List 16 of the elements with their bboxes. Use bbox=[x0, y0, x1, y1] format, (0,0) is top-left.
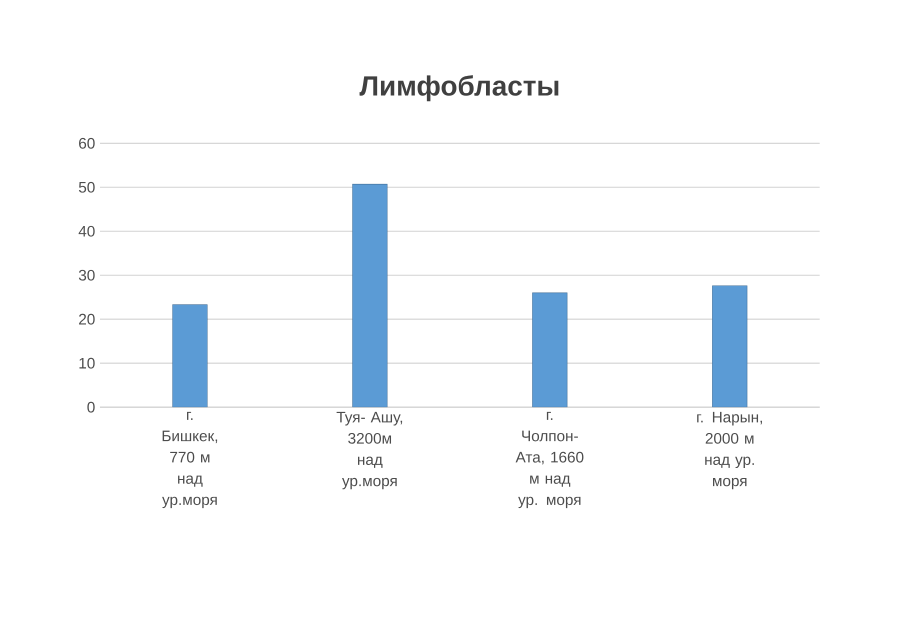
y-tick-label: 20 bbox=[79, 314, 95, 325]
bar bbox=[172, 304, 208, 408]
y-tick-label: 40 bbox=[78, 226, 95, 237]
y-tick-label: 60 bbox=[79, 138, 95, 149]
y-tick-label: 0 bbox=[87, 402, 95, 413]
x-tick-label: г. Бишкек, 770 м над ур.моря bbox=[162, 412, 218, 508]
y-tick-label: 10 bbox=[79, 358, 95, 369]
x-tick-label: г. Чолпон- Ата, 1660 м над ур. моря bbox=[516, 412, 584, 508]
chart-title: Лимфобласты bbox=[360, 75, 558, 102]
y-tick-label: 30 bbox=[78, 270, 95, 281]
bar bbox=[352, 184, 388, 408]
x-tick-label: Туя- Ашу, 3200м над ур.моря bbox=[336, 412, 402, 490]
bar bbox=[532, 292, 568, 408]
bar bbox=[712, 286, 748, 408]
y-tick-label: 50 bbox=[78, 182, 95, 193]
x-tick-label: г. Нарын, 2000 м над ур. моря bbox=[697, 412, 762, 490]
